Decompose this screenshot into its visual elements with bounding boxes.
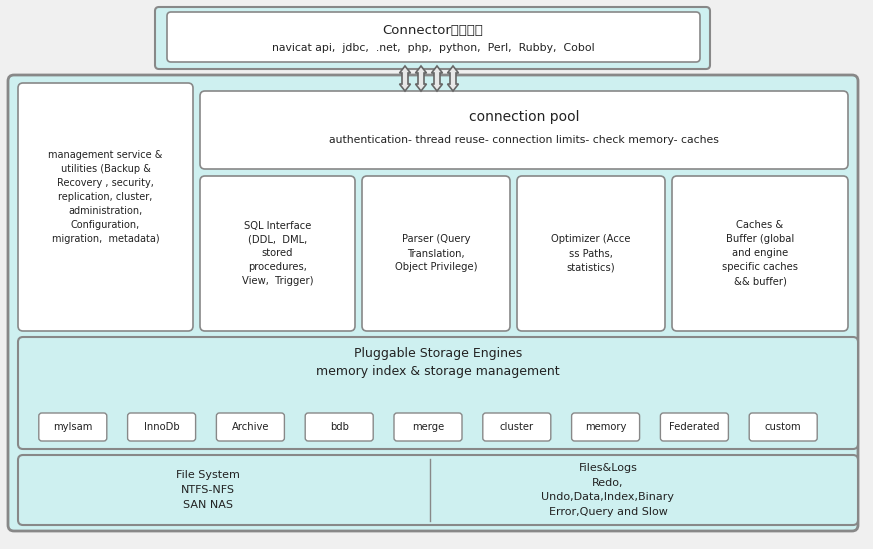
FancyBboxPatch shape <box>483 413 551 441</box>
FancyBboxPatch shape <box>38 413 107 441</box>
Text: Connector（连接）: Connector（连接） <box>382 24 484 36</box>
FancyBboxPatch shape <box>155 7 710 69</box>
Polygon shape <box>448 66 458 91</box>
Text: Files&Logs
Redo,
Undo,Data,Index,Binary
Error,Query and Slow: Files&Logs Redo, Undo,Data,Index,Binary … <box>541 463 675 517</box>
Text: Parser (Query
Translation,
Object Privilege): Parser (Query Translation, Object Privil… <box>395 234 478 272</box>
Text: Optimizer (Acce
ss Paths,
statistics): Optimizer (Acce ss Paths, statistics) <box>551 234 631 272</box>
Text: management service &
utilities (Backup &
Recovery , security,
replication, clust: management service & utilities (Backup &… <box>48 150 162 244</box>
FancyBboxPatch shape <box>306 413 373 441</box>
FancyBboxPatch shape <box>672 176 848 331</box>
Text: connection pool: connection pool <box>469 110 580 124</box>
Text: merge: merge <box>412 422 444 432</box>
Polygon shape <box>400 66 410 91</box>
FancyBboxPatch shape <box>18 337 858 449</box>
Text: custom: custom <box>765 422 801 432</box>
Text: cluster: cluster <box>499 422 534 432</box>
Polygon shape <box>431 66 443 91</box>
FancyBboxPatch shape <box>18 455 858 525</box>
FancyBboxPatch shape <box>217 413 285 441</box>
Text: File System
NTFS-NFS
SAN NAS: File System NTFS-NFS SAN NAS <box>176 470 240 510</box>
FancyBboxPatch shape <box>394 413 462 441</box>
FancyBboxPatch shape <box>200 176 355 331</box>
FancyBboxPatch shape <box>200 91 848 169</box>
Text: SQL Interface
(DDL,  DML,
stored
procedures,
View,  Trigger): SQL Interface (DDL, DML, stored procedur… <box>242 221 313 287</box>
Text: memory: memory <box>585 422 626 432</box>
FancyBboxPatch shape <box>517 176 665 331</box>
Text: authentication- thread reuse- connection limits- check memory- caches: authentication- thread reuse- connection… <box>329 135 719 145</box>
Polygon shape <box>416 66 427 91</box>
Text: Federated: Federated <box>669 422 719 432</box>
Text: bdb: bdb <box>330 422 348 432</box>
Text: myIsam: myIsam <box>53 422 93 432</box>
Text: InnoDb: InnoDb <box>144 422 180 432</box>
FancyBboxPatch shape <box>362 176 510 331</box>
Text: Archive: Archive <box>231 422 269 432</box>
FancyBboxPatch shape <box>127 413 196 441</box>
FancyBboxPatch shape <box>572 413 640 441</box>
FancyBboxPatch shape <box>8 75 858 531</box>
FancyBboxPatch shape <box>18 83 193 331</box>
Text: Caches &
Buffer (global
and engine
specific caches
&& buffer): Caches & Buffer (global and engine speci… <box>722 221 798 287</box>
FancyBboxPatch shape <box>749 413 817 441</box>
FancyBboxPatch shape <box>660 413 728 441</box>
FancyBboxPatch shape <box>167 12 700 62</box>
Text: navicat api,  jdbc,  .net,  php,  python,  Perl,  Rubby,  Cobol: navicat api, jdbc, .net, php, python, Pe… <box>272 43 595 53</box>
Text: Pluggable Storage Engines
memory index & storage management: Pluggable Storage Engines memory index &… <box>316 348 560 378</box>
